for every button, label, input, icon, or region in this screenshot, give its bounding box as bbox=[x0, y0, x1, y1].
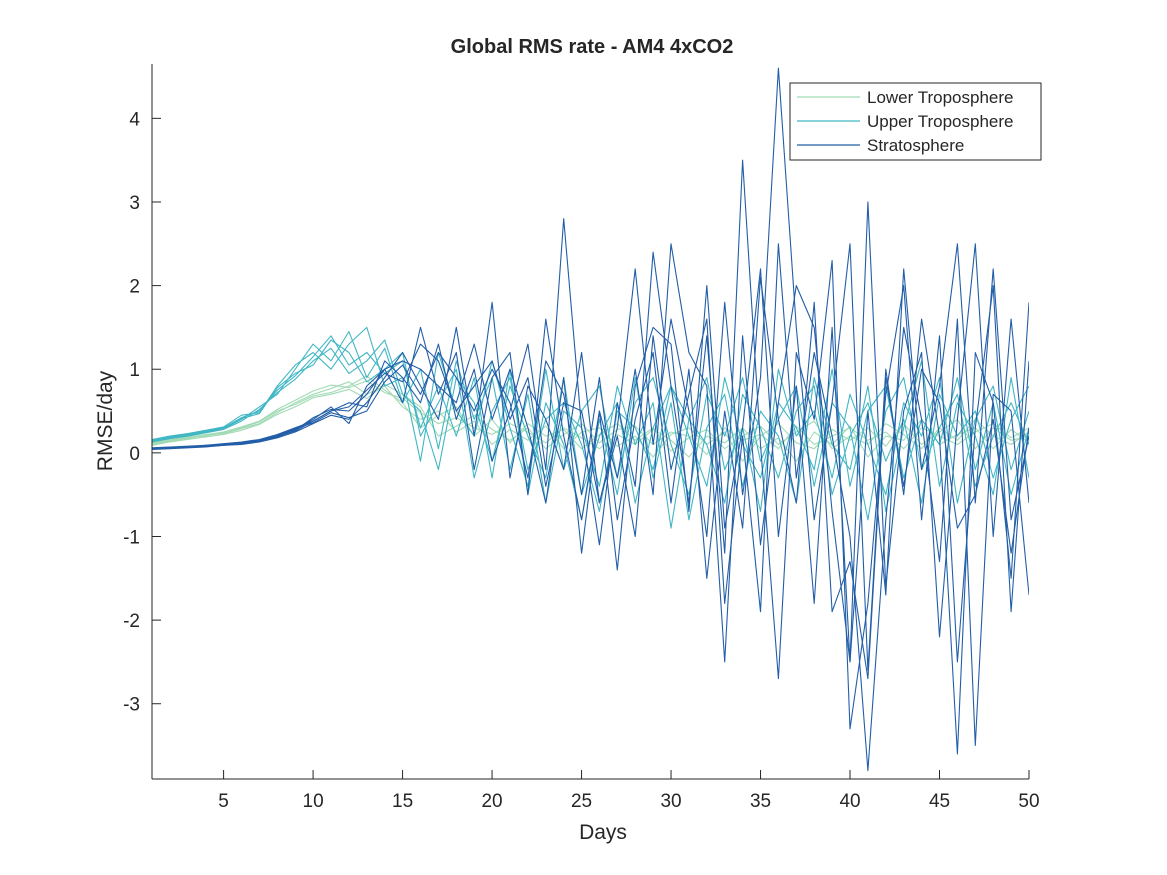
legend: Lower Troposphere Upper Troposphere Strato… bbox=[789, 82, 1042, 161]
chart-title: Global RMS rate - AM4 4xCO2 bbox=[451, 36, 734, 58]
y-tick-label: -1 bbox=[123, 527, 140, 548]
y-tick-label: -2 bbox=[123, 611, 140, 632]
x-tick-label: 45 bbox=[929, 791, 950, 812]
series-stratosphere bbox=[152, 67, 1029, 772]
series-line-lower-troposphere-1 bbox=[152, 380, 1029, 462]
x-ticks: 5 10 15 20 25 30 35 40 45 50 bbox=[218, 770, 1040, 812]
legend-label-upper-troposphere: Upper Troposphere bbox=[867, 112, 1013, 131]
x-tick-label: 20 bbox=[481, 791, 502, 812]
x-tick-label: 5 bbox=[218, 791, 229, 812]
y-tick-label: -3 bbox=[123, 695, 140, 716]
y-axis-label: RMSE/day bbox=[94, 370, 117, 471]
y-ticks: -3 -2 -1 0 1 2 3 4 bbox=[123, 109, 161, 716]
x-tick-label: 40 bbox=[839, 791, 860, 812]
x-tick-label: 15 bbox=[392, 791, 413, 812]
x-tick-label: 10 bbox=[303, 791, 324, 812]
y-tick-label: 2 bbox=[129, 277, 140, 298]
x-tick-label: 35 bbox=[750, 791, 771, 812]
x-tick-label: 30 bbox=[660, 791, 681, 812]
y-tick-label: 0 bbox=[129, 444, 140, 465]
series-line-upper-troposphere-1 bbox=[152, 335, 1029, 521]
axes bbox=[151, 64, 1029, 780]
series-line-stratosphere-6 bbox=[152, 243, 1029, 772]
y-tick-label: 3 bbox=[129, 193, 140, 214]
legend-label-lower-troposphere: Lower Troposphere bbox=[867, 88, 1013, 107]
y-tick-label: 4 bbox=[129, 109, 140, 130]
series-layer bbox=[152, 67, 1029, 772]
x-axis-label: Days bbox=[579, 821, 627, 844]
series-line-stratosphere-5 bbox=[152, 276, 1029, 680]
legend-label-stratosphere: Stratosphere bbox=[867, 136, 964, 155]
x-tick-label: 50 bbox=[1018, 791, 1039, 812]
y-tick-label: 1 bbox=[129, 360, 140, 381]
x-tick-label: 25 bbox=[571, 791, 592, 812]
